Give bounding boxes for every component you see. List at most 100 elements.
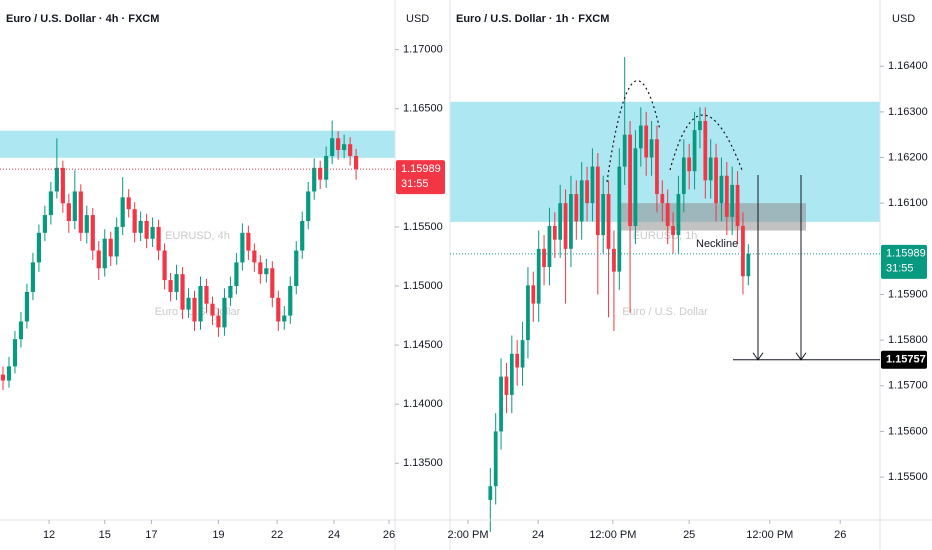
watermark-subtitle: Euro / U.S. Dollar <box>155 306 241 318</box>
candle-body <box>246 232 251 251</box>
candle-body <box>606 194 611 249</box>
candle-body <box>24 291 30 322</box>
y-tick-label: 1.15800 <box>888 334 928 346</box>
chart-title: Euro / U.S. Dollar · 4h · FXCM <box>6 13 159 25</box>
candle-body <box>628 134 632 226</box>
candle-body <box>692 130 697 172</box>
candle-body <box>306 191 311 221</box>
candle-body <box>574 194 579 222</box>
y-tick-label: 1.13500 <box>403 457 443 469</box>
candle-body <box>282 315 287 322</box>
candle-body <box>552 225 557 240</box>
x-tick-label: 15 <box>99 529 111 541</box>
x-tick-label: 25 <box>683 529 695 541</box>
candle-body <box>12 339 18 367</box>
candle-body <box>36 232 41 263</box>
zone <box>450 101 880 222</box>
y-tick-label: 1.16200 <box>888 151 928 163</box>
candle-body <box>542 248 546 268</box>
candle-body <box>276 297 281 322</box>
x-tick-label: 26 <box>383 529 395 541</box>
candle-body <box>569 194 573 249</box>
candle-body <box>741 225 745 277</box>
candle-body <box>558 203 563 240</box>
candle-body <box>42 215 47 233</box>
candle-body <box>288 286 293 316</box>
countdown: 31:55 <box>886 263 914 275</box>
x-tick-label: 12:00 PM <box>746 529 793 541</box>
candle-body <box>198 286 203 322</box>
candle-body <box>96 250 101 269</box>
candle-body <box>622 134 627 167</box>
candle-body <box>30 262 36 292</box>
candle-body <box>493 431 498 487</box>
candle-body <box>746 253 751 277</box>
candle-body <box>18 321 24 340</box>
currency: USD <box>892 13 915 25</box>
candle-body <box>186 297 191 310</box>
y-tick-label: 1.14000 <box>403 398 443 410</box>
x-tick-label: 19 <box>212 529 224 541</box>
candle-body <box>612 248 616 272</box>
y-tick-label: 1.16500 <box>403 103 443 115</box>
currency: USD <box>406 13 429 25</box>
candle-body <box>354 156 359 170</box>
candle-body <box>714 157 718 204</box>
candle-body <box>216 315 221 328</box>
x-tick-label: 22 <box>271 529 283 541</box>
candle-body <box>719 175 724 204</box>
candle-body <box>488 486 493 500</box>
x-tick-label: 24 <box>532 529 544 541</box>
x-tick-label: 2:00 PM <box>448 529 489 541</box>
candle-body <box>234 262 239 286</box>
candle-body <box>258 262 263 275</box>
candle-body <box>617 166 622 272</box>
candle-body <box>703 120 708 181</box>
target-box <box>881 350 927 369</box>
candle-body <box>0 374 6 381</box>
neckline-label: Neckline <box>696 238 738 250</box>
candle-body <box>563 203 568 249</box>
last-price-box <box>881 244 927 279</box>
candle-body <box>60 167 65 204</box>
candle-body <box>84 215 89 233</box>
candle-body <box>585 180 589 204</box>
candle-body <box>649 139 654 158</box>
candle-body <box>724 175 729 217</box>
y-tick-label: 1.15700 <box>888 380 928 392</box>
candle-body <box>504 376 509 395</box>
candle-body <box>102 238 107 269</box>
candle-body <box>698 120 702 131</box>
x-tick-label: 24 <box>328 529 340 541</box>
candle-body <box>264 268 269 275</box>
candle-body <box>222 297 227 328</box>
candle-body <box>174 274 179 292</box>
candle-body <box>294 250 299 286</box>
watermark: EURUSD, 4h <box>165 230 230 242</box>
zone <box>0 130 395 158</box>
candle-body <box>336 138 341 151</box>
candle-body <box>536 248 541 304</box>
candle-body <box>126 197 131 210</box>
candle-body <box>330 138 335 156</box>
arrow-head <box>752 352 764 361</box>
candle-body <box>300 221 305 251</box>
y-tick-label: 1.16100 <box>888 197 928 209</box>
candle-body <box>78 191 83 233</box>
candle-body <box>210 303 215 316</box>
candle-body <box>676 194 681 236</box>
y-tick-label: 1.17000 <box>403 44 443 56</box>
y-tick-label: 1.16300 <box>888 106 928 118</box>
candle-body <box>644 125 649 158</box>
candle-body <box>114 226 119 257</box>
last-price-label: 1.15989 <box>401 163 441 175</box>
watermark: EURUSD, 1h <box>633 230 698 242</box>
y-tick-label: 1.15000 <box>403 280 443 292</box>
candle-body <box>204 286 209 304</box>
x-tick-label: 17 <box>145 529 157 541</box>
candle-body <box>708 157 713 181</box>
last-price-box <box>396 160 445 195</box>
candle-body <box>180 274 185 310</box>
target-label: 1.15757 <box>886 354 926 366</box>
